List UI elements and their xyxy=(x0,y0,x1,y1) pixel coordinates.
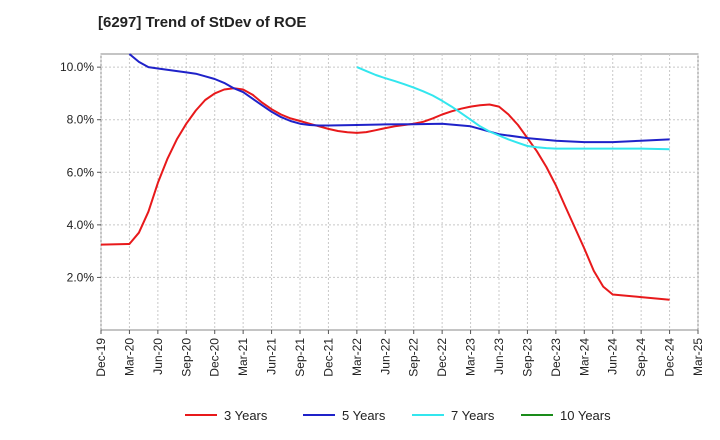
series-line-2 xyxy=(128,53,670,144)
legend: 3 Years 5 Years 7 Years 10 Years xyxy=(185,408,611,423)
series-lines xyxy=(100,53,670,301)
x-tick-label: Sep-21 xyxy=(293,338,307,377)
series-line-3 xyxy=(356,66,670,151)
y-tick-label: 2.0% xyxy=(67,270,95,284)
y-tick-label: 6.0% xyxy=(67,165,95,179)
x-tick-label: Mar-20 xyxy=(122,338,136,376)
plot-background xyxy=(100,53,699,331)
legend-label: 7 Years xyxy=(451,408,495,423)
x-tick-label: Dec-19 xyxy=(94,338,108,377)
x-axis-ticks: Dec-19 Mar-20 Jun-20 Sep-20 Dec-20 Mar-21 Jun-… xyxy=(94,330,705,377)
x-tick-label: Sep-24 xyxy=(634,338,648,377)
x-tick-label: Jun-22 xyxy=(378,338,392,375)
x-tick-label: Mar-24 xyxy=(577,338,591,376)
y-tick-label: 10.0% xyxy=(60,60,94,74)
series-line-1 xyxy=(100,87,670,301)
x-tick-label: Mar-21 xyxy=(236,338,250,376)
x-tick-label: Mar-23 xyxy=(464,338,478,376)
chart-title: [6297] Trend of StDev of ROE xyxy=(98,14,307,31)
x-tick-label: Dec-21 xyxy=(321,338,335,377)
x-tick-label: Dec-24 xyxy=(663,338,677,377)
grid-lines xyxy=(100,54,699,330)
x-tick-label: Sep-23 xyxy=(520,338,534,377)
x-tick-label: Mar-25 xyxy=(691,338,705,376)
x-tick-label: Dec-23 xyxy=(549,338,563,377)
y-axis-ticks: 2.0% 4.0% 6.0% 8.0% 10.0% xyxy=(60,60,101,284)
legend-label: 5 Years xyxy=(342,408,386,423)
x-tick-label: Sep-22 xyxy=(407,338,421,377)
x-tick-label: Jun-24 xyxy=(606,338,620,375)
x-tick-label: Jun-23 xyxy=(492,338,506,375)
x-tick-label: Sep-20 xyxy=(179,338,193,377)
legend-label: 10 Years xyxy=(560,408,611,423)
x-tick-label: Jun-21 xyxy=(265,338,279,375)
legend-label: 3 Years xyxy=(224,408,268,423)
x-tick-label: Dec-22 xyxy=(435,338,449,377)
x-tick-label: Mar-22 xyxy=(350,338,364,376)
x-tick-label: Jun-20 xyxy=(151,338,165,375)
x-tick-label: Dec-20 xyxy=(208,338,222,377)
y-tick-label: 8.0% xyxy=(67,113,95,127)
y-tick-label: 4.0% xyxy=(67,218,95,232)
